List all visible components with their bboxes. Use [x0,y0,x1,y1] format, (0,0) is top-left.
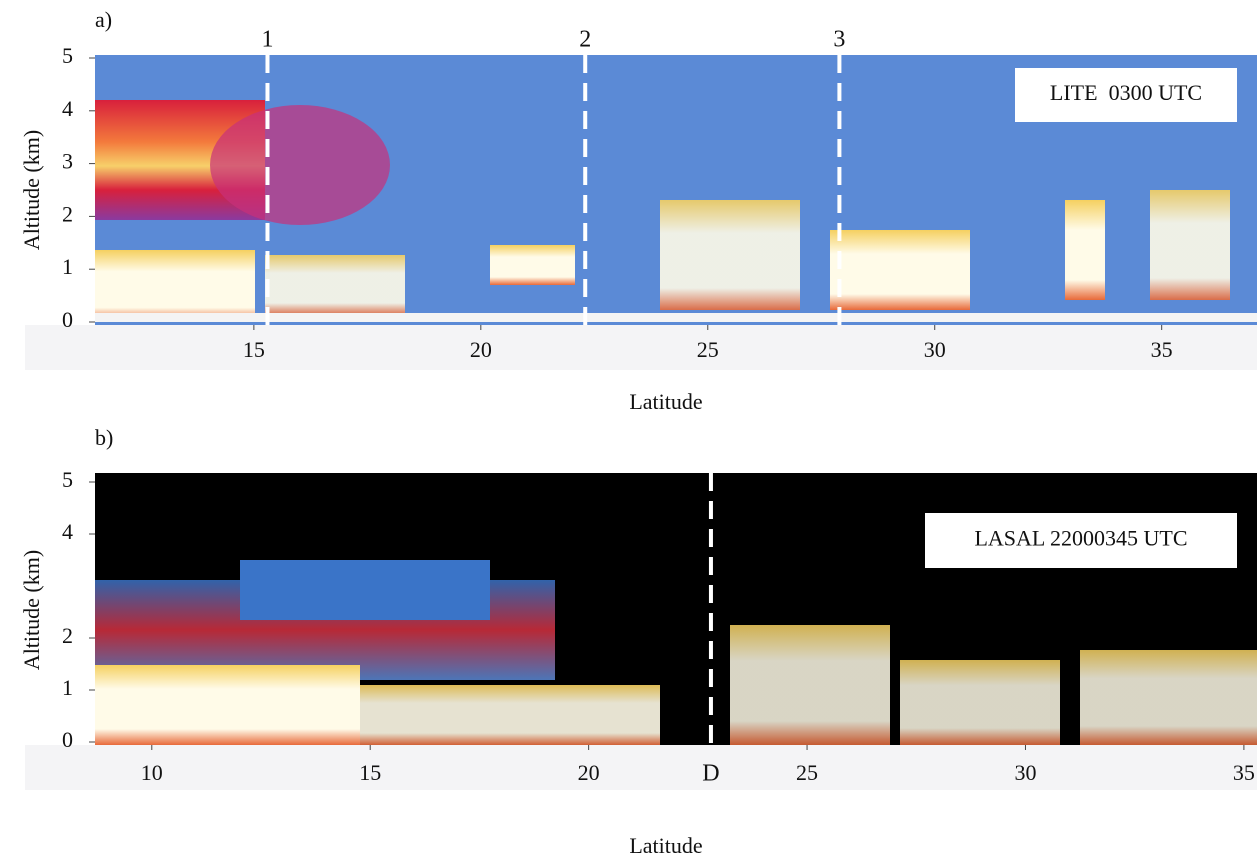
marker-label: 2 [579,27,591,53]
backscatter-region [1150,190,1230,300]
x-tick-label: 20 [578,760,600,785]
backscatter-region [240,560,490,620]
y-axis-label: Altitude (km) [19,550,44,670]
panel-label: a) [95,7,112,32]
legend-box [925,513,1237,568]
x-tick-label: 35 [1151,337,1173,362]
y-tick-label: 4 [62,96,73,121]
y-tick-label: 1 [62,675,73,700]
backscatter-region [730,625,890,745]
x-tick-label: 20 [470,337,492,362]
y-tick-label: 2 [62,201,73,226]
x-tick-label: 25 [697,337,719,362]
axis-strip [25,745,1257,790]
y-tick-label: 1 [62,254,73,279]
backscatter-region [95,250,255,322]
backscatter-region [490,245,575,285]
backscatter-region [360,685,660,745]
axis-strip [25,325,1257,370]
x-tick-label: 15 [243,337,265,362]
y-tick-label: 0 [62,727,73,752]
backscatter-region [95,313,1257,322]
y-tick-label: 0 [62,307,73,332]
backscatter-region [265,255,405,315]
x-tick-label: 30 [1014,760,1036,785]
x-axis-label: Latitude [629,833,702,858]
marker-label: 3 [833,27,845,53]
backscatter-region [830,230,970,310]
legend-text: LASAL 22000345 UTC [974,526,1187,551]
legend-text: LITE 0300 UTC [1050,80,1202,105]
y-tick-label: 5 [62,467,73,492]
x-tick-label: 30 [924,337,946,362]
backscatter-region [660,200,800,310]
y-tick-label: 5 [62,43,73,68]
backscatter-region [210,105,390,225]
y-tick-label: 4 [62,519,73,544]
marker-label: D [702,761,719,787]
backscatter-region [900,660,1060,745]
x-axis-label: Latitude [629,389,702,414]
legend-box [1015,68,1237,122]
x-tick-label: 25 [796,760,818,785]
backscatter-region [1080,650,1257,745]
y-axis-label: Altitude (km) [19,130,44,250]
x-tick-label: 35 [1233,760,1255,785]
x-tick-label: 15 [359,760,381,785]
backscatter-region [95,665,360,745]
panel-label: b) [95,425,113,450]
y-tick-label: 2 [62,623,73,648]
y-tick-label: 3 [62,149,73,174]
backscatter-region [1065,200,1105,300]
x-tick-label: 10 [141,760,163,785]
marker-label: 1 [261,27,273,53]
